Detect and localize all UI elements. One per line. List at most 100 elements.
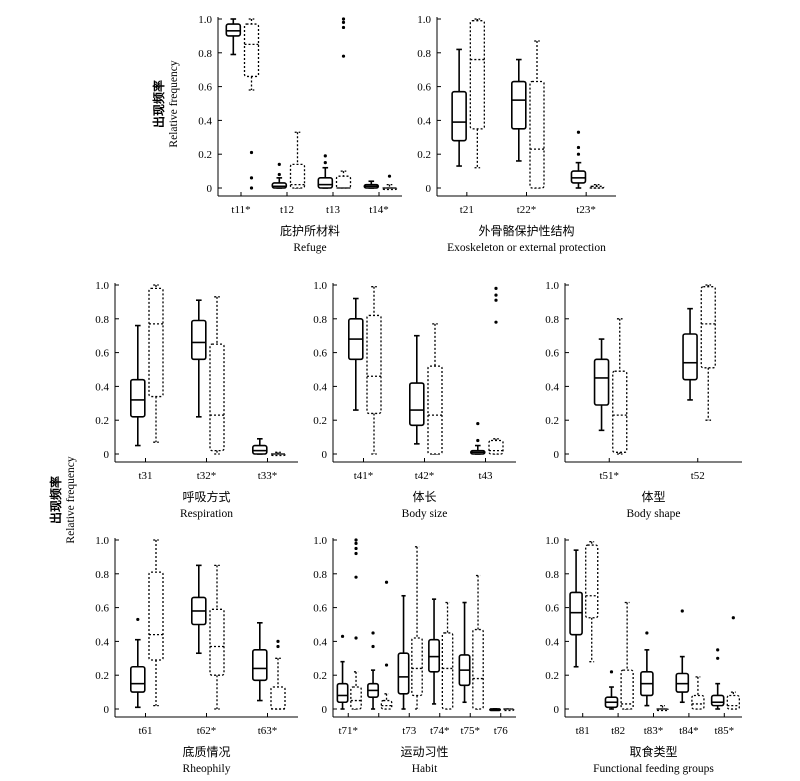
- box-iqr: [271, 182, 288, 189]
- box-solid-t51star: [593, 338, 610, 432]
- y-axis-label-en-bottom: Relative frequency: [65, 456, 77, 543]
- y-tick-label: 1.0: [545, 280, 559, 292]
- box-dotted-t63star: [270, 639, 286, 710]
- panel-subtitle: Habit: [412, 763, 438, 775]
- y-tick-label: 0.6: [545, 348, 559, 360]
- y-axis-label-cn-bottom: 出现频率: [48, 476, 63, 524]
- box-solid-t32star: [191, 299, 207, 418]
- box-solid-t82: [604, 670, 619, 710]
- panel-1: 0 0.2 0.4 0.6 0.8 1.0 t11* t12 t13 t14* 庇护所材料 Refug…: [198, 14, 402, 254]
- y-tick-label: 0: [554, 704, 560, 716]
- y-tick-label: 0.2: [545, 670, 559, 682]
- x-tick-label: t74*: [430, 725, 450, 737]
- box-iqr: [585, 544, 599, 619]
- box-dotted-t85star: [726, 616, 740, 710]
- box-dotted-t73: [411, 546, 423, 710]
- outlier-point: [716, 648, 720, 652]
- box-dotted-t43: [488, 286, 504, 455]
- y-tick-label: 0.4: [313, 381, 327, 393]
- y-tick-label: 0.6: [95, 348, 109, 360]
- box-dotted-t82: [620, 601, 634, 710]
- panel-3: 0 0.2 0.4 0.6 0.8 1.0 t31 t32* t33* 呼吸方式 Respirati…: [95, 280, 298, 520]
- box-iqr: [243, 23, 260, 78]
- panel-subtitle: Respiration: [180, 508, 233, 520]
- y-tick-label: 0.6: [417, 82, 431, 94]
- box-solid-t33star: [252, 437, 268, 455]
- y-tick-label: 0: [104, 449, 110, 461]
- box-dotted-t62star: [209, 564, 225, 710]
- y-tick-label: 0.6: [545, 603, 559, 615]
- y-tick-label: 0.2: [545, 415, 559, 427]
- y-tick-label: 0.2: [198, 149, 212, 161]
- y-tick-label: 0.6: [313, 348, 327, 360]
- outlier-point: [341, 20, 346, 24]
- box-iqr: [529, 80, 545, 189]
- outlier-point: [576, 145, 581, 150]
- box-solid-t81: [569, 549, 583, 668]
- box-iqr: [366, 314, 382, 415]
- outlier-point: [249, 176, 254, 180]
- y-axis-label-en-top: Relative frequency: [168, 60, 180, 147]
- x-tick-label: t85*: [715, 725, 735, 737]
- y-tick-label: 0.6: [198, 82, 212, 94]
- panel-subtitle: Refuge: [293, 242, 326, 254]
- outlier-point: [277, 162, 281, 166]
- x-tick-label: t81: [576, 725, 590, 737]
- box-iqr: [569, 591, 583, 636]
- outlier-point: [249, 150, 254, 155]
- box-dotted-t11star: [243, 18, 260, 190]
- x-tick-label: t51*: [599, 470, 619, 482]
- x-tick-label: t73: [402, 725, 417, 737]
- y-tick-label: 0: [322, 704, 328, 716]
- box-iqr: [428, 638, 441, 673]
- box-iqr: [252, 444, 268, 455]
- x-tick-label: t83*: [644, 725, 664, 737]
- outlier-point: [716, 656, 720, 660]
- box-dotted-t75star: [472, 574, 484, 710]
- box-dotted-t81: [585, 541, 599, 663]
- box-iqr: [289, 163, 306, 189]
- box-solid-t71star: [336, 634, 349, 710]
- outlier-point: [249, 186, 254, 190]
- outlier-point: [384, 580, 389, 584]
- outlier-point: [341, 54, 346, 58]
- y-tick-label: 1.0: [545, 535, 559, 547]
- x-tick-label: t41*: [354, 470, 374, 482]
- panel-subtitle: Body shape: [627, 508, 681, 520]
- box-solid-t31: [130, 324, 146, 447]
- outlier-point: [277, 172, 281, 177]
- x-tick-label: t14*: [369, 204, 389, 216]
- y-tick-label: 0.4: [313, 636, 327, 648]
- box-iqr: [682, 333, 698, 381]
- y-tick-label: 0.4: [95, 636, 109, 648]
- panel-subtitle: Functional feeding groups: [593, 763, 714, 775]
- x-tick-label: t82: [611, 725, 625, 737]
- y-tick-label: 0.2: [95, 415, 109, 427]
- outlier-point: [609, 670, 614, 674]
- box-solid-t22star: [510, 58, 527, 162]
- box-dotted-t12: [289, 131, 306, 189]
- outlier-point: [354, 538, 358, 542]
- box-dotted-t22star: [529, 40, 545, 189]
- outlier-point: [731, 616, 735, 620]
- y-tick-label: 0.8: [313, 314, 327, 326]
- x-tick-label: t21: [460, 204, 474, 216]
- box-iqr: [612, 370, 628, 453]
- box-dotted-t84star: [691, 676, 705, 710]
- outlier-point: [476, 438, 480, 443]
- box-dotted-t32star: [209, 296, 225, 455]
- box-iqr: [350, 686, 362, 710]
- box-solid-t72star: [367, 631, 380, 710]
- box-solid-t41star: [347, 297, 364, 411]
- box-iqr: [570, 170, 587, 184]
- outlier-point: [387, 174, 392, 178]
- panel-title: 取食类型: [629, 744, 677, 759]
- panel-title: 外骨骼保护性结构: [478, 223, 574, 238]
- x-tick-label: t75*: [460, 725, 480, 737]
- y-tick-label: 0.8: [417, 48, 431, 60]
- outlier-point: [323, 154, 327, 158]
- x-tick-label: t22*: [517, 204, 537, 216]
- outlier-point: [384, 663, 389, 667]
- box-solid-t62star: [191, 564, 207, 655]
